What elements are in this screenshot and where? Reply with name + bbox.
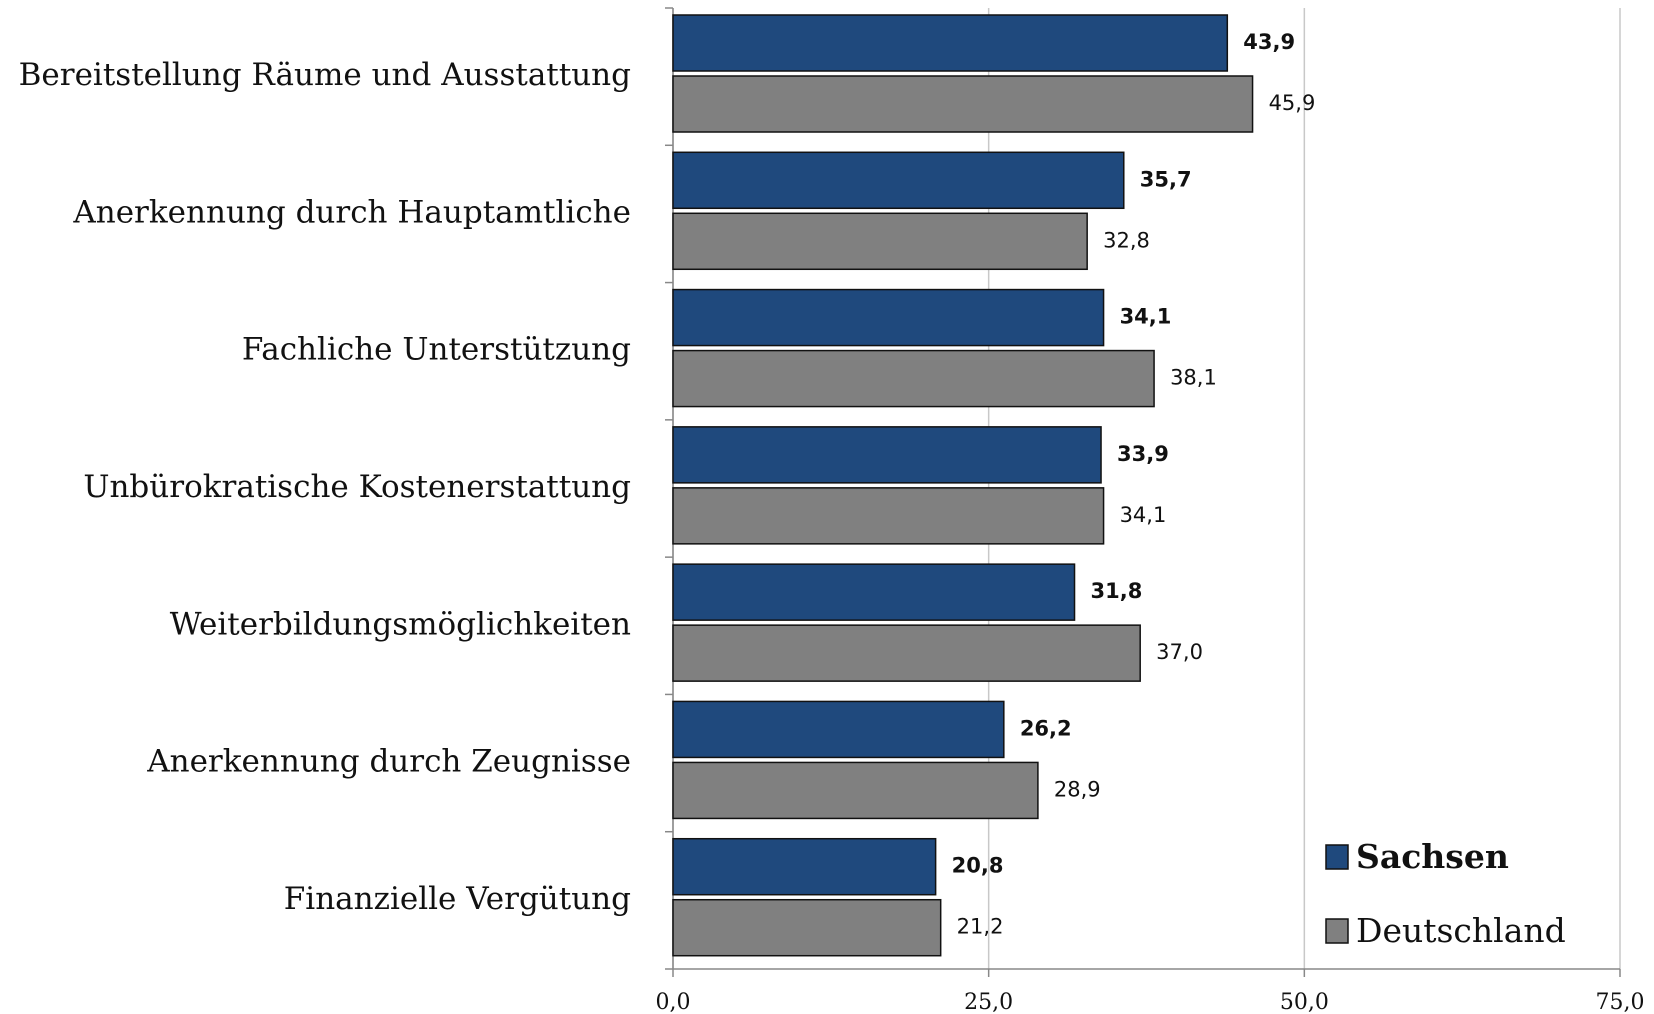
bar (672, 426, 1102, 484)
legend-swatch (1325, 844, 1349, 870)
value-label: 31,8 (1091, 579, 1143, 603)
value-label: 33,9 (1117, 442, 1169, 466)
value-label: 45,9 (1269, 91, 1316, 115)
value-label: 34,1 (1120, 503, 1167, 527)
y-tick-label: Weiterbildungsmöglichkeiten (170, 606, 631, 642)
bar (672, 837, 937, 896)
x-tick-label: 75,0 (1596, 990, 1645, 1014)
y-tick-label: Anerkennung durch Zeugnisse (146, 744, 631, 780)
value-label: 38,1 (1170, 366, 1217, 390)
value-label: 21,2 (957, 915, 1004, 939)
x-tick-label: 50,0 (1280, 990, 1329, 1014)
y-tick-label: Bereitstellung Räume und Ausstattung (19, 57, 631, 93)
bar (672, 75, 1254, 133)
bar (672, 288, 1105, 347)
bar (672, 212, 1088, 271)
legend-label: Sachsen (1356, 837, 1509, 876)
y-tick-label: Unbürokratische Kostenerstattung (83, 469, 631, 505)
bar (672, 151, 1125, 210)
y-tick-label: Finanzielle Vergütung (284, 881, 631, 917)
bar (672, 761, 1039, 820)
value-label: 20,8 (952, 854, 1004, 878)
bar (672, 487, 1105, 545)
value-label: 35,7 (1140, 167, 1192, 191)
bar (672, 624, 1141, 682)
bar (672, 349, 1155, 408)
bar (672, 898, 942, 957)
y-tick-label: Fachliche Unterstützung (242, 332, 631, 368)
x-tick-label: 0,0 (656, 990, 691, 1014)
value-label: 43,9 (1243, 30, 1295, 54)
y-tick-label: Anerkennung durch Hauptamtliche (72, 194, 631, 230)
value-label: 26,2 (1020, 716, 1072, 740)
x-tick-label: 25,0 (964, 990, 1013, 1014)
bar (672, 563, 1076, 621)
bar (672, 14, 1229, 72)
bar (672, 700, 1005, 759)
legend-label: Deutschland (1356, 911, 1566, 950)
value-label: 28,9 (1054, 777, 1101, 801)
value-label: 34,1 (1120, 305, 1172, 329)
legend-swatch (1325, 918, 1349, 944)
value-label: 32,8 (1103, 228, 1150, 252)
value-label: 37,0 (1156, 640, 1203, 664)
